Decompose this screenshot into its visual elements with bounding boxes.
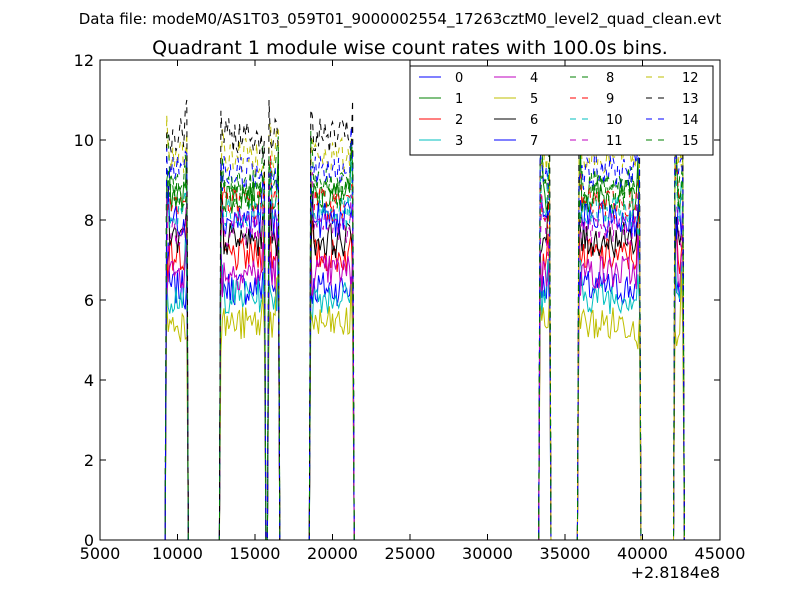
legend-label-3: 3 <box>455 134 463 149</box>
y-tick-label: 4 <box>84 371 94 390</box>
y-tick-label: 6 <box>84 291 94 310</box>
series-line-5 <box>158 271 685 541</box>
legend-label-2: 2 <box>455 113 463 128</box>
series-line-6 <box>158 186 685 541</box>
series-line-7 <box>158 172 685 541</box>
y-tick-label: 12 <box>74 51 94 70</box>
legend-label-9: 9 <box>606 92 614 107</box>
legend-label-14: 14 <box>682 113 699 128</box>
suptitle: Data file: modeM0/AS1T03_059T01_90000025… <box>79 10 722 29</box>
legend-label-7: 7 <box>530 134 538 149</box>
x-tick-label: 10000 <box>152 544 203 563</box>
chart-title: Quadrant 1 module wise count rates with … <box>152 37 668 59</box>
legend-label-1: 1 <box>455 92 463 107</box>
series-line-1 <box>158 138 685 541</box>
series-line-11 <box>158 172 685 541</box>
x-tick-label: 15000 <box>230 544 281 563</box>
series-line-2 <box>158 195 685 541</box>
legend-label-0: 0 <box>455 71 463 86</box>
series-line-4 <box>158 222 685 541</box>
y-tick-label: 2 <box>84 451 94 470</box>
y-tick-label: 8 <box>84 211 94 230</box>
legend-label-15: 15 <box>682 134 699 149</box>
x-tick-label: 40000 <box>617 544 668 563</box>
legend-label-10: 10 <box>606 113 623 128</box>
x-tick-label: 25000 <box>385 544 436 563</box>
legend-label-12: 12 <box>682 71 699 86</box>
legend-label-13: 13 <box>682 92 699 107</box>
legend-label-8: 8 <box>606 71 614 86</box>
x-tick-label: 20000 <box>307 544 358 563</box>
legend-label-6: 6 <box>530 113 538 128</box>
x-offset-label: +2.8184e8 <box>631 563 720 582</box>
legend-label-11: 11 <box>606 134 623 149</box>
series-lines <box>158 99 685 541</box>
series-line-10 <box>158 159 685 541</box>
legend-label-5: 5 <box>530 92 538 107</box>
x-tick-label: 45000 <box>695 544 746 563</box>
y-tick-label: 0 <box>84 531 94 550</box>
legend-label-4: 4 <box>530 71 538 86</box>
x-tick-label: 30000 <box>462 544 513 563</box>
y-tick-label: 10 <box>74 131 94 150</box>
x-tick-label: 35000 <box>540 544 591 563</box>
x-tick-label: 5000 <box>80 544 121 563</box>
x-axis: 5000 10000 15000 20000 25000 30000 35000 40000 4… <box>80 60 746 563</box>
